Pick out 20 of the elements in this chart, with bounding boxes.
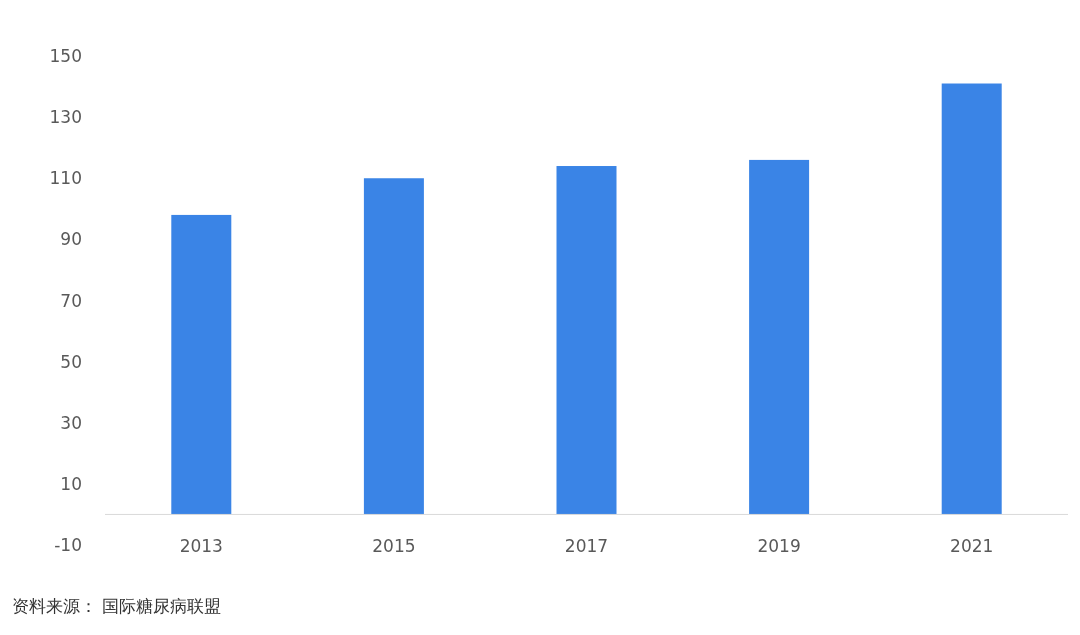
x-tick-label: 2019 <box>757 536 801 556</box>
y-tick-label: 70 <box>60 290 82 311</box>
y-tick-label: 50 <box>60 351 82 372</box>
y-tick-label: -10 <box>54 535 82 555</box>
bar <box>363 178 424 515</box>
y-tick-label: 130 <box>49 107 82 128</box>
x-tick-label: 2015 <box>372 536 416 556</box>
y-tick-label: 30 <box>60 412 82 433</box>
bar <box>171 214 232 515</box>
x-tick-label: 2013 <box>179 536 223 556</box>
y-tick-label: 150 <box>49 46 82 66</box>
y-tick-label: 10 <box>60 473 82 494</box>
bar <box>556 166 617 515</box>
text: 资料来源： 国际糖尿病联盟 <box>12 596 222 616</box>
y-tick-label: 90 <box>60 229 82 250</box>
bar <box>749 159 810 515</box>
y-tick-label: 110 <box>49 168 82 189</box>
x-tick-label: 2017 <box>564 536 609 556</box>
bar <box>941 83 1002 515</box>
x-tick-label: 2021 <box>950 536 994 556</box>
